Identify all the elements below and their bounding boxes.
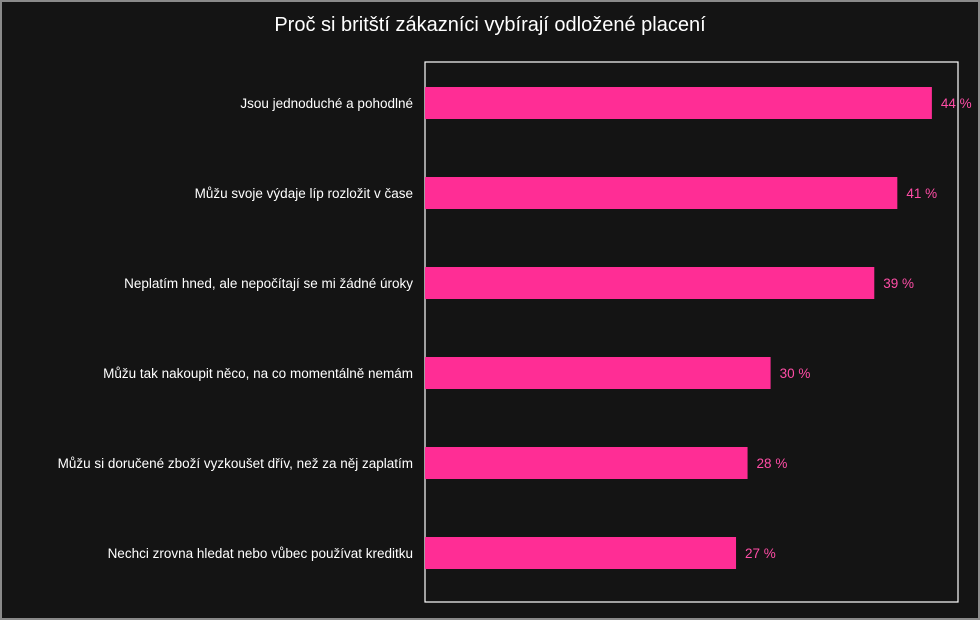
category-label-5: Nechci zrovna hledat nebo vůbec používat… [108, 546, 413, 561]
value-label-2: 39 % [883, 276, 914, 291]
category-label-1: Můžu svoje výdaje líp rozložit v čase [195, 186, 413, 201]
bar-4 [425, 447, 748, 479]
value-label-4: 28 % [757, 456, 788, 471]
value-label-1: 41 % [906, 186, 937, 201]
bar-1 [425, 177, 898, 209]
bar-0 [425, 87, 932, 119]
category-label-2: Neplatím hned, ale nepočítají se mi žádn… [124, 276, 413, 291]
category-label-4: Můžu si doručené zboží vyzkoušet dřív, n… [58, 456, 413, 471]
value-label-3: 30 % [780, 366, 811, 381]
category-label-3: Můžu tak nakoupit něco, na co momentálně… [103, 366, 413, 381]
bar-5 [425, 537, 737, 569]
plot-area [424, 61, 959, 603]
value-label-0: 44 % [941, 96, 972, 111]
category-label-0: Jsou jednoduché a pohodlné [240, 96, 413, 111]
value-label-5: 27 % [745, 546, 776, 561]
bar-2 [425, 267, 875, 299]
bars-group: Jsou jednoduché a pohodlné 44 % Můžu svoje… [58, 87, 972, 569]
chart-title: Proč si britští zákazníci vybírají odlož… [274, 14, 706, 36]
bar-3 [425, 357, 771, 389]
